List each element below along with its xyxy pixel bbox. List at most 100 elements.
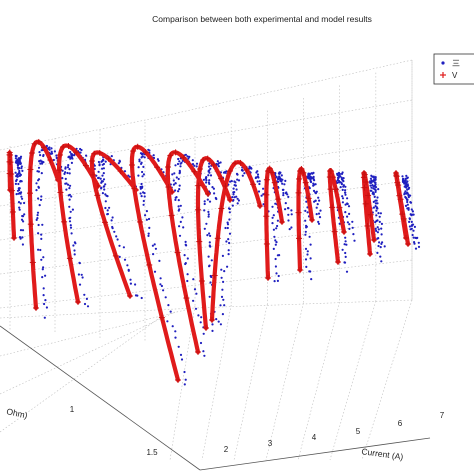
model-point — [263, 176, 270, 183]
experimental-point — [208, 295, 211, 298]
model-point — [11, 235, 17, 241]
experimental-point — [312, 182, 315, 185]
experimental-point — [223, 304, 226, 307]
experimental-point — [271, 222, 274, 225]
experimental-point — [215, 197, 218, 201]
experimental-point — [43, 302, 46, 306]
experimental-point — [290, 226, 293, 229]
experimental-point — [341, 201, 344, 204]
experimental-point — [19, 155, 23, 158]
experimental-point — [166, 320, 169, 323]
experimental-point — [406, 203, 409, 206]
model-point — [200, 157, 207, 163]
model-point — [101, 219, 108, 226]
x-tick-label: 2 — [224, 445, 229, 454]
experimental-point — [279, 177, 282, 180]
model-point — [403, 235, 409, 241]
experimental-point — [228, 218, 231, 221]
experimental-point — [380, 260, 383, 263]
experimental-point — [283, 183, 286, 186]
experimental-point — [276, 219, 279, 222]
experimental-point — [345, 243, 348, 246]
model-point — [204, 155, 211, 162]
experimental-point — [407, 196, 410, 199]
experimental-point — [42, 294, 45, 297]
experimental-point — [374, 178, 377, 181]
experimental-point — [101, 180, 104, 183]
experimental-point — [287, 213, 290, 216]
experimental-point — [156, 158, 159, 161]
experimental-point — [194, 307, 198, 310]
grid-line — [0, 259, 413, 309]
model-point — [367, 211, 374, 218]
experimental-point — [140, 195, 143, 198]
model-series — [6, 138, 411, 383]
experimental-point — [20, 167, 23, 170]
model-point — [167, 152, 174, 159]
model-point — [165, 184, 172, 191]
model-point — [117, 168, 124, 175]
experimental-point — [227, 238, 230, 241]
model-point — [94, 192, 101, 199]
experimental-point — [213, 192, 216, 195]
experimental-point — [116, 238, 119, 241]
experimental-point — [348, 223, 351, 226]
model-point — [196, 238, 203, 245]
model-point — [214, 235, 221, 242]
experimental-point — [373, 195, 376, 198]
experimental-point — [44, 274, 47, 277]
experimental-point — [219, 304, 222, 307]
experimental-point — [232, 187, 235, 190]
experimental-point — [284, 192, 287, 195]
experimental-point — [407, 207, 410, 210]
experimental-point — [314, 183, 317, 186]
experimental-point — [379, 255, 382, 258]
legend: 三 V — [433, 53, 474, 85]
experimental-point — [100, 160, 103, 163]
experimental-point — [276, 279, 279, 282]
experimental-point — [184, 378, 187, 381]
experimental-point — [174, 164, 177, 167]
experimental-point — [66, 166, 70, 169]
experimental-point — [71, 157, 74, 160]
experimental-point — [71, 208, 74, 211]
experimental-point — [254, 176, 257, 180]
experimental-point — [21, 169, 24, 172]
model-point — [266, 165, 273, 172]
experimental-point — [153, 270, 157, 273]
experimental-point — [50, 150, 53, 153]
experimental-point — [375, 229, 378, 232]
experimental-point — [202, 178, 205, 181]
experimental-point — [282, 191, 285, 195]
experimental-point — [224, 226, 227, 230]
model-point — [300, 169, 307, 176]
experimental-point — [404, 186, 408, 189]
experimental-point — [228, 241, 231, 245]
experimental-point — [16, 164, 19, 167]
experimental-point — [68, 187, 71, 190]
model-point — [158, 314, 165, 321]
y-tick-label: 1 — [70, 405, 75, 414]
experimental-point — [40, 172, 43, 175]
experimental-point — [405, 181, 408, 184]
experimental-point — [306, 253, 309, 256]
experimental-point — [137, 166, 140, 169]
experimental-point — [372, 185, 375, 188]
model-point — [371, 237, 377, 243]
experimental-point — [48, 146, 51, 149]
experimental-point — [272, 228, 275, 231]
experimental-point — [174, 336, 177, 339]
experimental-point — [18, 189, 21, 192]
experimental-point — [215, 318, 218, 321]
experimental-point — [70, 232, 73, 235]
experimental-point — [42, 154, 45, 158]
experimental-point — [203, 354, 206, 357]
experimental-point — [193, 288, 197, 291]
experimental-point — [342, 185, 345, 188]
experimental-point — [312, 171, 315, 174]
experimental-point — [20, 195, 23, 198]
experimental-point — [17, 182, 20, 186]
experimental-point — [304, 209, 307, 212]
experimental-point — [18, 208, 21, 211]
experimental-point — [407, 194, 410, 197]
